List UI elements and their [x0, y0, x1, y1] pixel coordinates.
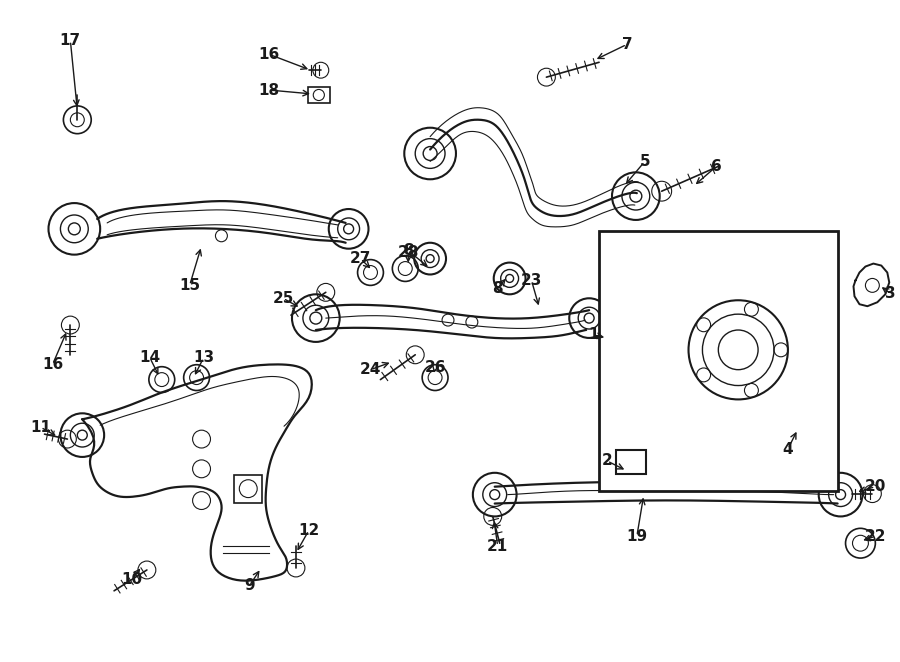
Text: 17: 17	[59, 33, 81, 48]
Text: 2: 2	[601, 453, 612, 469]
Text: 16: 16	[258, 47, 280, 62]
Text: 19: 19	[626, 529, 647, 544]
Bar	[616, 450, 646, 474]
Text: 11: 11	[30, 420, 51, 435]
Text: 28: 28	[398, 245, 418, 260]
Bar	[234, 475, 262, 502]
Text: 23: 23	[521, 273, 542, 288]
Text: 22: 22	[865, 529, 886, 544]
Text: 8: 8	[492, 281, 503, 296]
Text: 16: 16	[41, 357, 63, 372]
Text: 18: 18	[258, 83, 280, 97]
Text: 7: 7	[622, 37, 632, 52]
Text: 4: 4	[783, 442, 793, 457]
Text: 10: 10	[122, 573, 142, 587]
Text: 26: 26	[424, 360, 446, 375]
Text: 25: 25	[273, 291, 293, 306]
Text: 6: 6	[711, 159, 722, 174]
Bar	[599, 231, 838, 491]
Text: 20: 20	[865, 479, 886, 494]
Text: 15: 15	[179, 278, 200, 293]
Text: 14: 14	[140, 350, 160, 365]
Text: 13: 13	[193, 350, 214, 365]
Bar	[308, 87, 329, 103]
Text: 5: 5	[640, 154, 650, 169]
Text: 21: 21	[487, 539, 508, 553]
Text: 3: 3	[885, 286, 895, 301]
Text: 9: 9	[244, 579, 255, 593]
Text: 24: 24	[360, 362, 382, 377]
Text: 1: 1	[588, 328, 598, 342]
Text: 8: 8	[403, 243, 414, 258]
Text: 12: 12	[298, 523, 320, 538]
Text: 27: 27	[350, 251, 371, 266]
